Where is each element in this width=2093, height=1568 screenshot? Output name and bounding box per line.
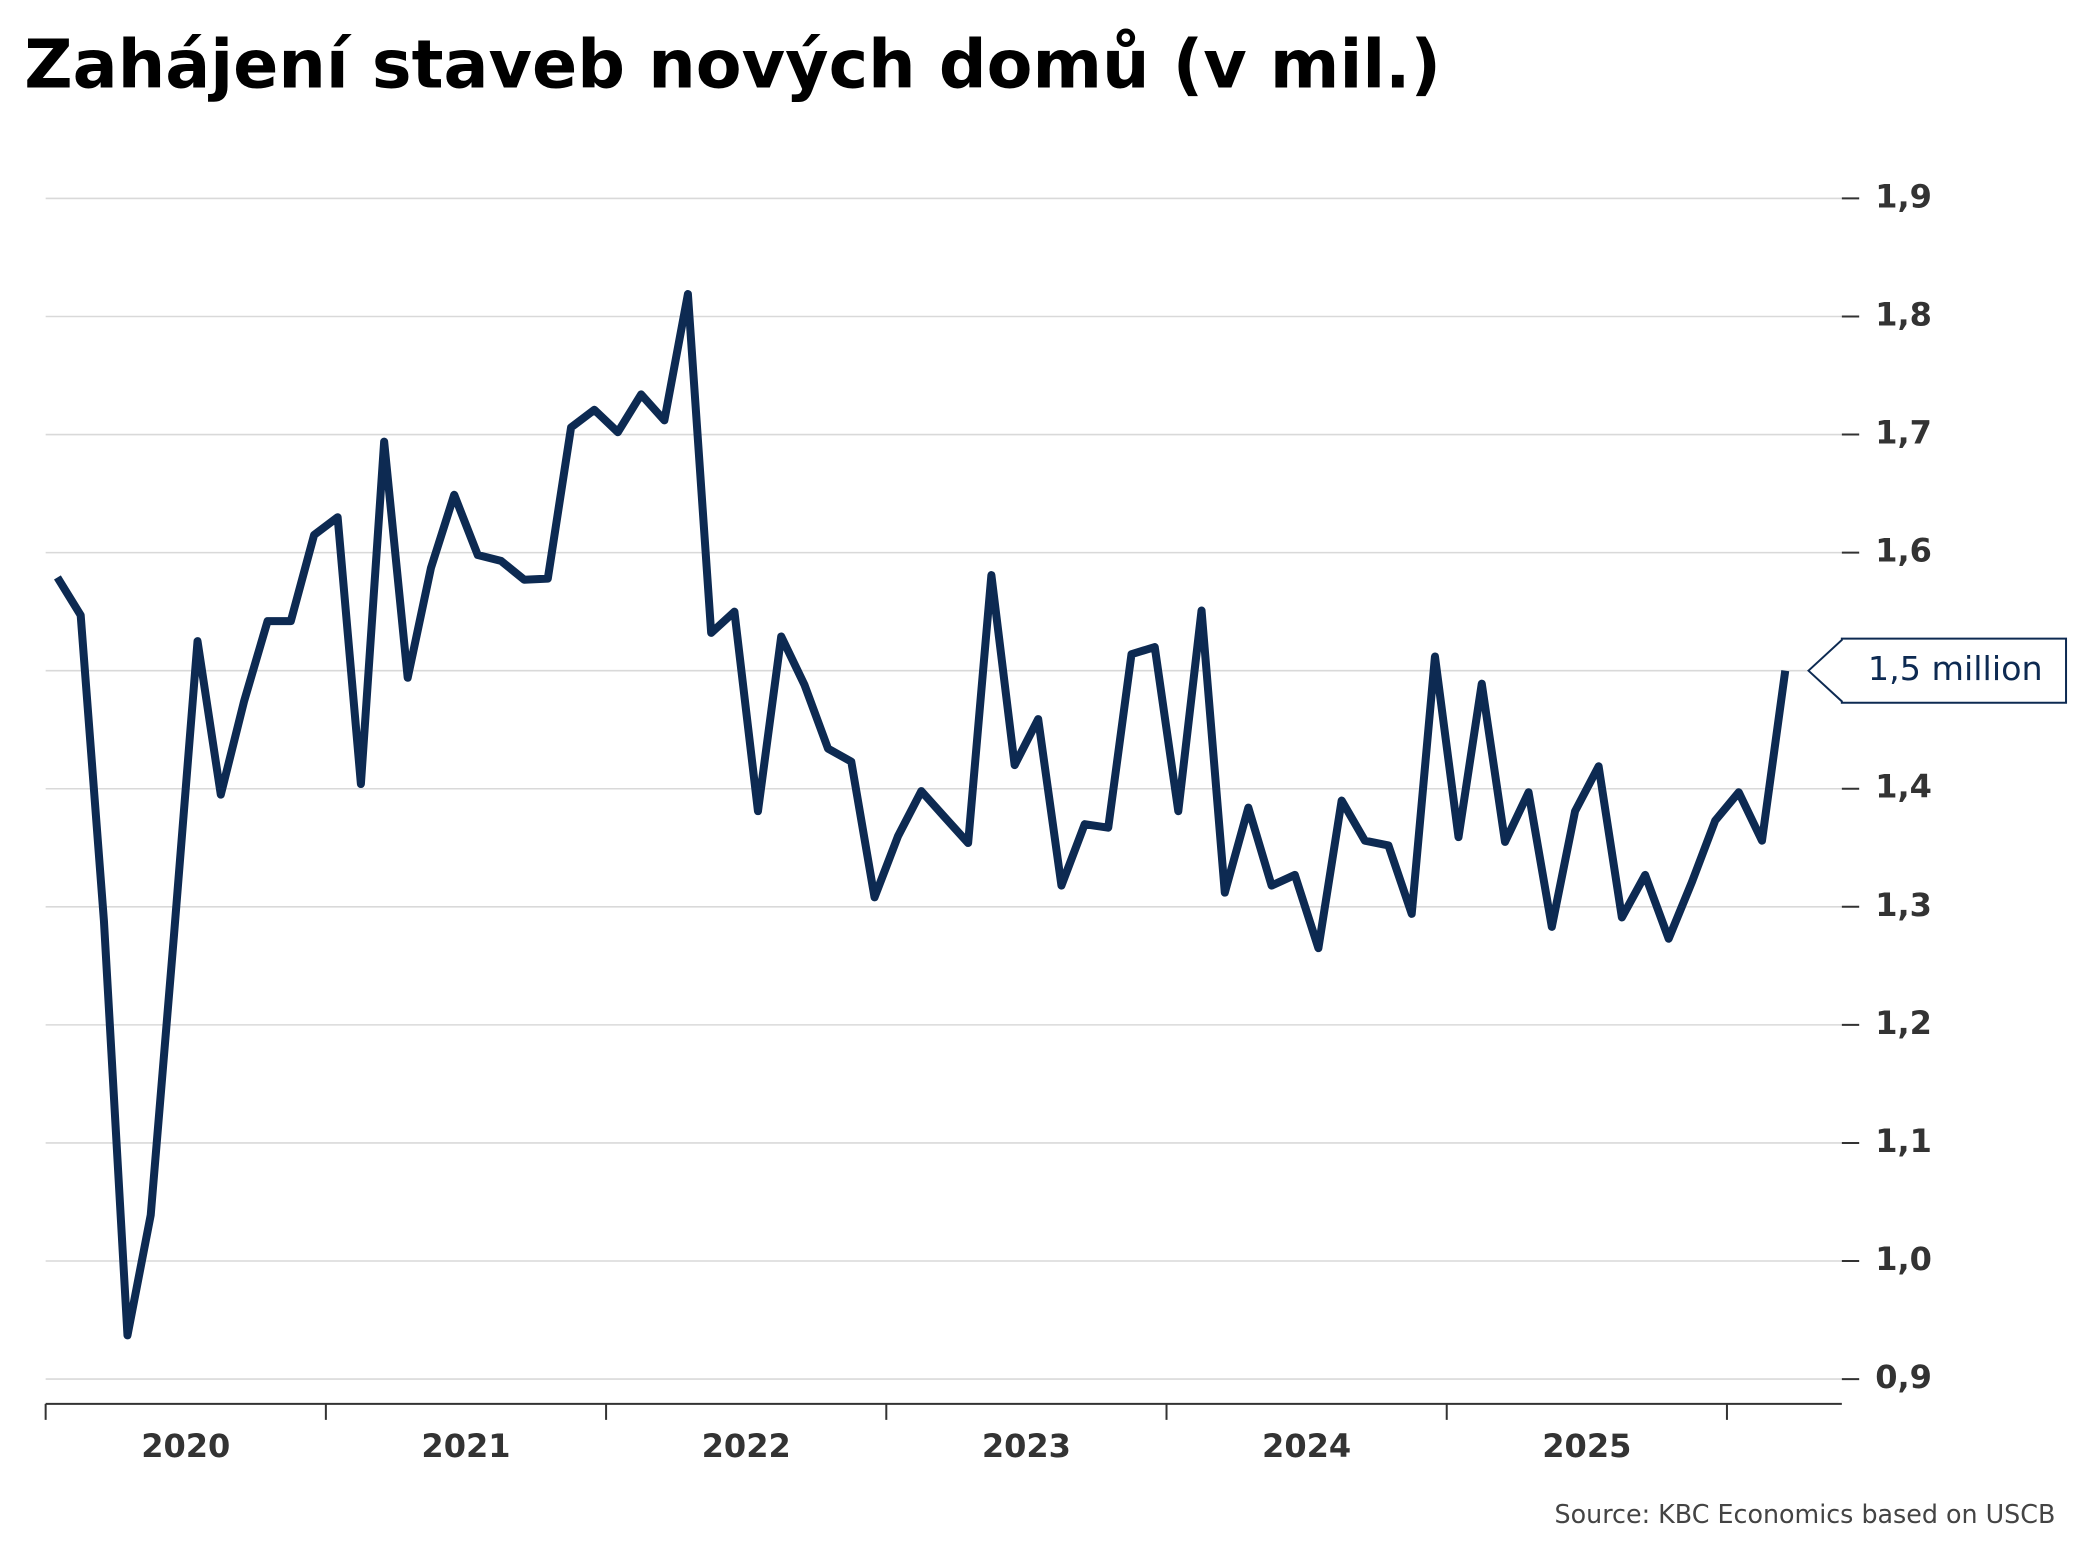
y-tick-label: 1,9 (1875, 177, 1932, 215)
line-series (54, 290, 1790, 1340)
y-tick-label: 1,6 (1875, 532, 1932, 570)
chart-title: Zahájení staveb nových domů (v mil.) (24, 25, 1441, 103)
y-tick-label: 1,7 (1875, 414, 1932, 452)
x-tick-label: 2024 (1262, 1427, 1351, 1465)
x-tick-label: 2023 (982, 1427, 1071, 1465)
x-tick-label: 2025 (1542, 1427, 1631, 1465)
annotation-box (1807, 637, 2068, 704)
x-tick-label: 2021 (421, 1427, 510, 1465)
y-tick-label: 0,9 (1875, 1358, 1932, 1396)
y-tick-label: 1,2 (1875, 1004, 1932, 1042)
annotation-label: 1,5 million (1868, 649, 2043, 688)
y-tick-label: 1,1 (1875, 1122, 1932, 1160)
source: Source: KBC Economics based on USCB (1555, 1499, 2056, 1529)
y-tick-label: 1,3 (1875, 886, 1932, 924)
x-tick-label: 2020 (141, 1427, 230, 1465)
x-tick-label: 2022 (702, 1427, 791, 1465)
y-tick-label: 1,0 (1875, 1240, 1932, 1278)
y-tick-label: 1,8 (1875, 295, 1932, 333)
y-tick-label: 1,4 (1875, 768, 1932, 806)
